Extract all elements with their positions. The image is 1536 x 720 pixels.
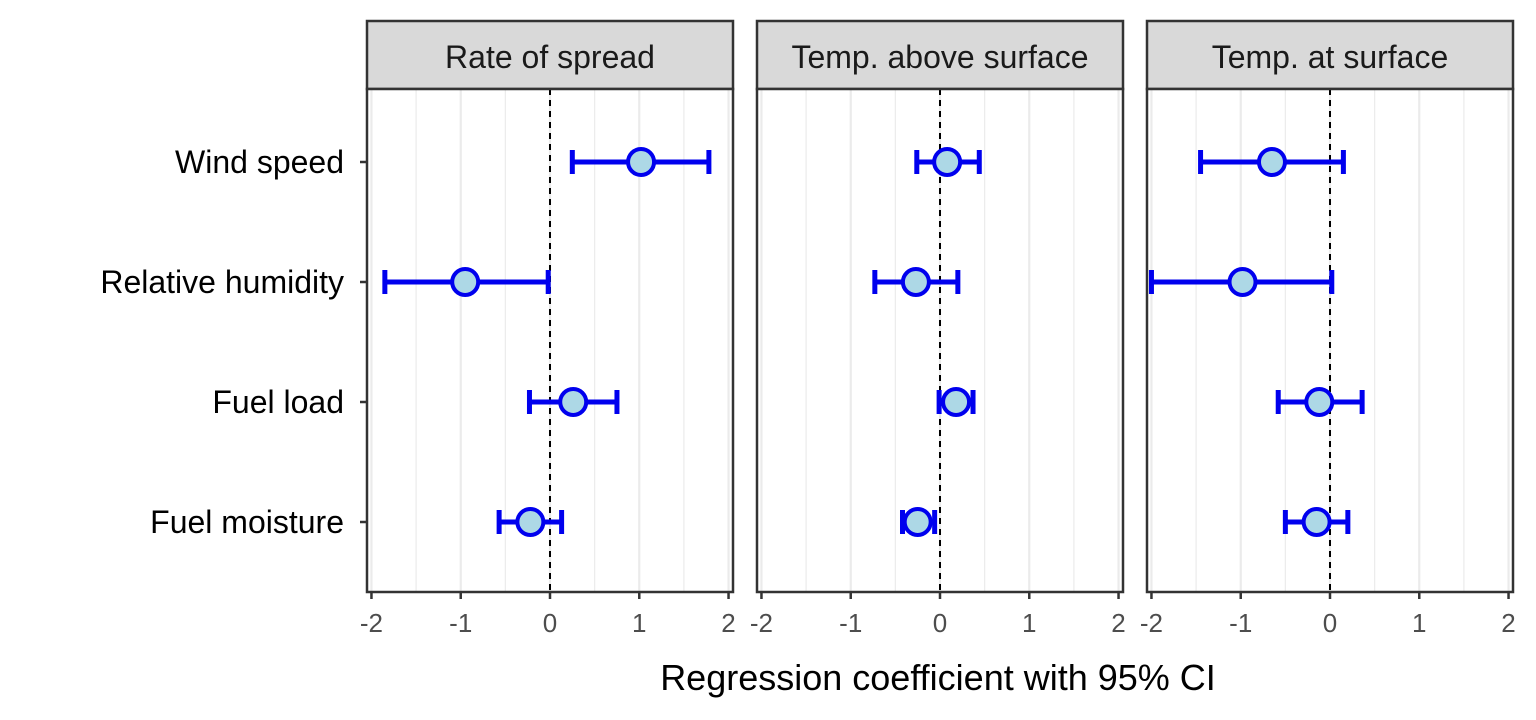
coefficient-point [1282, 507, 1351, 537]
x-axis-label: Regression coefficient with 95% CI [660, 657, 1216, 698]
coefficient-point [900, 507, 938, 537]
facet-strip [1145, 19, 1515, 91]
estimate-point [626, 147, 657, 177]
estimate-point [1304, 387, 1335, 417]
x-tick-label: 2 [1501, 608, 1515, 638]
x-tick-label: -2 [360, 608, 383, 638]
panel-0: Rate of spread -2 -1 0 1 2 [360, 19, 736, 638]
panel-1: Temp. above surface -2 -1 0 1 2 [750, 19, 1126, 638]
x-tick-label: 2 [1111, 608, 1125, 638]
x-tick-label: 1 [1022, 608, 1036, 638]
coefficient-point [569, 147, 712, 177]
x-tick-label: 0 [1323, 608, 1337, 638]
estimate-point [1227, 267, 1258, 297]
estimate-point [902, 507, 933, 537]
estimate-point [941, 387, 972, 417]
coefficient-point [1198, 147, 1346, 177]
coefficient-point [1275, 387, 1365, 417]
x-tick-label: -1 [449, 608, 472, 638]
y-tick-label: Fuel load [212, 384, 344, 420]
facet-strip [365, 19, 735, 91]
x-tick-label: -1 [839, 608, 862, 638]
y-tick-label: Wind speed [175, 144, 344, 180]
x-tick-label: 0 [543, 608, 557, 638]
estimate-point [1256, 147, 1287, 177]
y-tick-label: Relative humidity [100, 264, 344, 300]
x-tick-label: -2 [1140, 608, 1163, 638]
coefficient-point [1148, 267, 1335, 297]
coefficient-point [496, 507, 565, 537]
x-tick-label: -1 [1229, 608, 1252, 638]
estimate-point [1301, 507, 1332, 537]
x-tick-label: -2 [750, 608, 773, 638]
coefficient-point [872, 267, 961, 297]
coefficient-point [526, 387, 620, 417]
x-tick-label: 0 [933, 608, 947, 638]
estimate-point [932, 147, 963, 177]
x-tick-label: 1 [1412, 608, 1426, 638]
facet-strip [755, 19, 1125, 91]
x-tick-label: 2 [721, 608, 735, 638]
estimate-point [450, 267, 481, 297]
estimate-point [515, 507, 546, 537]
facet-title: Rate of spread [445, 39, 655, 75]
coefficient-point [914, 147, 982, 177]
x-tick-label: 1 [632, 608, 646, 638]
coefficient-point [936, 387, 976, 417]
coefficient-point [382, 267, 551, 297]
y-axis: Wind speed Relative humidity Fuel load Fuel… [100, 144, 367, 540]
facet-title: Temp. above surface [791, 39, 1088, 75]
facet-title: Temp. at surface [1212, 39, 1449, 75]
panel-2: Temp. at surface -2 -1 0 1 2 [1140, 19, 1516, 638]
y-tick-label: Fuel moisture [150, 504, 344, 540]
estimate-point [558, 387, 589, 417]
estimate-point [900, 267, 931, 297]
